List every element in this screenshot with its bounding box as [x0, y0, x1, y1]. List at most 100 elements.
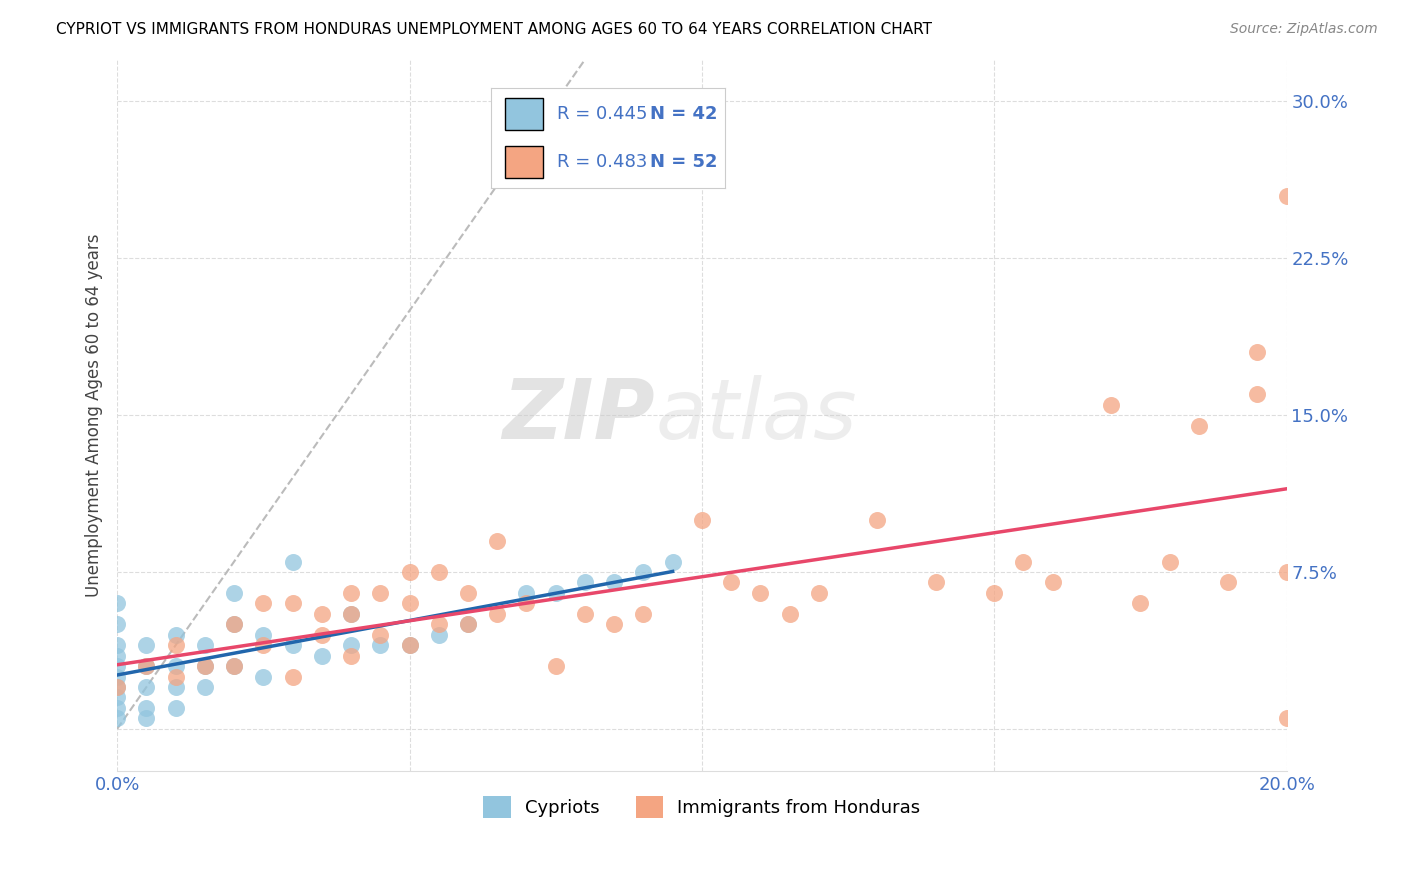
Point: [603, 575, 626, 590]
Point: [749, 586, 772, 600]
Point: [224, 617, 246, 632]
Point: [165, 659, 187, 673]
Point: [720, 575, 742, 590]
Point: [866, 513, 889, 527]
Point: [661, 555, 683, 569]
Point: [368, 586, 391, 600]
Point: [1246, 387, 1268, 401]
Point: [105, 669, 128, 683]
Point: [398, 596, 420, 610]
Point: [1216, 575, 1239, 590]
Point: [165, 701, 187, 715]
Point: [340, 607, 363, 621]
Point: [340, 638, 363, 652]
Point: [1246, 345, 1268, 359]
Point: [252, 596, 274, 610]
Y-axis label: Unemployment Among Ages 60 to 64 years: Unemployment Among Ages 60 to 64 years: [86, 234, 103, 597]
Text: atlas: atlas: [655, 375, 856, 456]
Point: [603, 617, 626, 632]
Point: [983, 586, 1005, 600]
Point: [427, 617, 450, 632]
Text: CYPRIOT VS IMMIGRANTS FROM HONDURAS UNEMPLOYMENT AMONG AGES 60 TO 64 YEARS CORRE: CYPRIOT VS IMMIGRANTS FROM HONDURAS UNEM…: [56, 22, 932, 37]
Point: [544, 659, 567, 673]
Point: [1275, 188, 1298, 202]
Point: [252, 669, 274, 683]
Point: [311, 628, 333, 642]
Point: [105, 638, 128, 652]
Point: [1099, 398, 1122, 412]
Text: Source: ZipAtlas.com: Source: ZipAtlas.com: [1230, 22, 1378, 37]
Point: [135, 701, 157, 715]
Point: [427, 628, 450, 642]
Point: [807, 586, 830, 600]
Point: [252, 638, 274, 652]
Point: [281, 638, 304, 652]
Point: [135, 711, 157, 725]
Point: [574, 575, 596, 590]
Point: [105, 680, 128, 694]
Point: [486, 533, 509, 548]
Point: [194, 659, 217, 673]
Point: [515, 586, 537, 600]
Point: [165, 680, 187, 694]
Point: [633, 607, 655, 621]
Point: [194, 659, 217, 673]
Point: [135, 659, 157, 673]
Point: [105, 617, 128, 632]
Point: [340, 607, 363, 621]
Point: [925, 575, 948, 590]
Point: [165, 669, 187, 683]
Point: [368, 628, 391, 642]
Point: [194, 638, 217, 652]
Point: [1275, 711, 1298, 725]
Point: [311, 648, 333, 663]
Point: [633, 565, 655, 579]
Point: [135, 680, 157, 694]
Point: [105, 680, 128, 694]
Point: [544, 586, 567, 600]
Point: [1042, 575, 1064, 590]
Point: [779, 607, 801, 621]
Point: [457, 617, 479, 632]
Point: [165, 628, 187, 642]
Point: [1188, 418, 1211, 433]
Point: [1275, 565, 1298, 579]
Point: [340, 648, 363, 663]
Point: [398, 565, 420, 579]
Point: [1129, 596, 1152, 610]
Point: [281, 669, 304, 683]
Point: [224, 659, 246, 673]
Point: [457, 586, 479, 600]
Point: [515, 596, 537, 610]
Point: [1159, 555, 1181, 569]
Point: [194, 680, 217, 694]
Point: [252, 628, 274, 642]
Point: [105, 711, 128, 725]
Point: [690, 513, 713, 527]
Point: [311, 607, 333, 621]
Point: [281, 555, 304, 569]
Point: [105, 701, 128, 715]
Point: [224, 659, 246, 673]
Point: [340, 586, 363, 600]
Point: [427, 565, 450, 579]
Point: [224, 586, 246, 600]
Text: ZIP: ZIP: [502, 375, 655, 456]
Point: [105, 596, 128, 610]
Point: [105, 659, 128, 673]
Point: [457, 617, 479, 632]
Point: [281, 596, 304, 610]
Point: [135, 638, 157, 652]
Point: [224, 617, 246, 632]
Point: [398, 638, 420, 652]
Point: [105, 648, 128, 663]
Point: [105, 690, 128, 705]
Legend: Cypriots, Immigrants from Honduras: Cypriots, Immigrants from Honduras: [477, 789, 928, 826]
Point: [135, 659, 157, 673]
Point: [1012, 555, 1035, 569]
Point: [368, 638, 391, 652]
Point: [165, 638, 187, 652]
Point: [486, 607, 509, 621]
Point: [398, 638, 420, 652]
Point: [574, 607, 596, 621]
